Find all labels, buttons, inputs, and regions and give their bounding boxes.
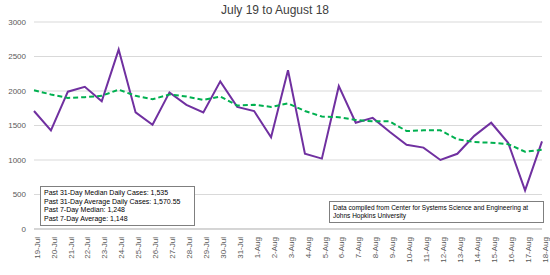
html-text:Past 7-Day Average: 1,148: Past 7-Day Average: 1,148 xyxy=(44,214,128,222)
svg-text:3-Aug: 3-Aug xyxy=(287,237,296,258)
svg-text:10-Aug: 10-Aug xyxy=(405,237,414,263)
svg-text:29-Jul: 29-Jul xyxy=(202,237,211,259)
svg-text:13-Aug: 13-Aug xyxy=(456,237,465,263)
svg-text:22-Jul: 22-Jul xyxy=(83,237,92,259)
svg-text:8-Aug: 8-Aug xyxy=(371,237,380,258)
svg-text:15-Aug: 15-Aug xyxy=(490,237,499,263)
svg-text:14-Aug: 14-Aug xyxy=(473,237,482,263)
html-text:Past 31-Day Median Daily Cases: Past 31-Day Median Daily Cases: 1,535 xyxy=(44,189,169,196)
svg-text:23-Jul: 23-Jul xyxy=(100,237,109,259)
svg-text:1-Aug: 1-Aug xyxy=(253,237,262,258)
svg-text:2000: 2000 xyxy=(8,87,26,96)
svg-text:4-Aug: 4-Aug xyxy=(304,237,313,258)
svg-text:3000: 3000 xyxy=(8,18,26,27)
svg-text:17-Aug: 17-Aug xyxy=(524,237,533,263)
svg-text:2-Aug: 2-Aug xyxy=(270,237,279,258)
svg-text:7-Aug: 7-Aug xyxy=(354,237,363,258)
svg-text:500: 500 xyxy=(13,190,27,199)
svg-text:19-Jul: 19-Jul xyxy=(33,237,42,259)
svg-text:12-Aug: 12-Aug xyxy=(439,237,448,263)
svg-text:6-Aug: 6-Aug xyxy=(337,237,346,258)
svg-text:30-Jul: 30-Jul xyxy=(219,237,228,259)
html-text:July 19 to August 18: July 19 to August 18 xyxy=(221,3,329,17)
html-text:Past 31-Day Average Daily Case: Past 31-Day Average Daily Cases: 1,570.5… xyxy=(44,197,181,205)
svg-text:25-Jul: 25-Jul xyxy=(134,237,143,259)
svg-text:31-Jul: 31-Jul xyxy=(236,237,245,259)
svg-text:18-Aug: 18-Aug xyxy=(541,237,542,263)
svg-text:21-Jul: 21-Jul xyxy=(67,237,76,259)
svg-text:28-Jul: 28-Jul xyxy=(185,237,194,259)
svg-text:2500: 2500 xyxy=(8,52,26,61)
svg-text:27-Jul: 27-Jul xyxy=(168,237,177,259)
svg-text:16-Aug: 16-Aug xyxy=(507,237,516,263)
svg-text:20-Jul: 20-Jul xyxy=(50,237,59,259)
svg-text:9-Aug: 9-Aug xyxy=(388,237,397,258)
svg-text:5-Aug: 5-Aug xyxy=(321,237,330,258)
html-text:Past 7-Day Median: 1,248: Past 7-Day Median: 1,248 xyxy=(44,206,125,213)
svg-text:11-Aug: 11-Aug xyxy=(422,237,431,262)
html-text:Data compiled from Center for: Data compiled from Center for Systems Sc… xyxy=(333,204,529,219)
svg-text:24-Jul: 24-Jul xyxy=(117,237,126,259)
svg-text:1500: 1500 xyxy=(8,121,26,130)
svg-text:0: 0 xyxy=(22,225,27,234)
svg-text:26-Jul: 26-Jul xyxy=(151,237,160,259)
svg-text:1000: 1000 xyxy=(8,156,26,165)
